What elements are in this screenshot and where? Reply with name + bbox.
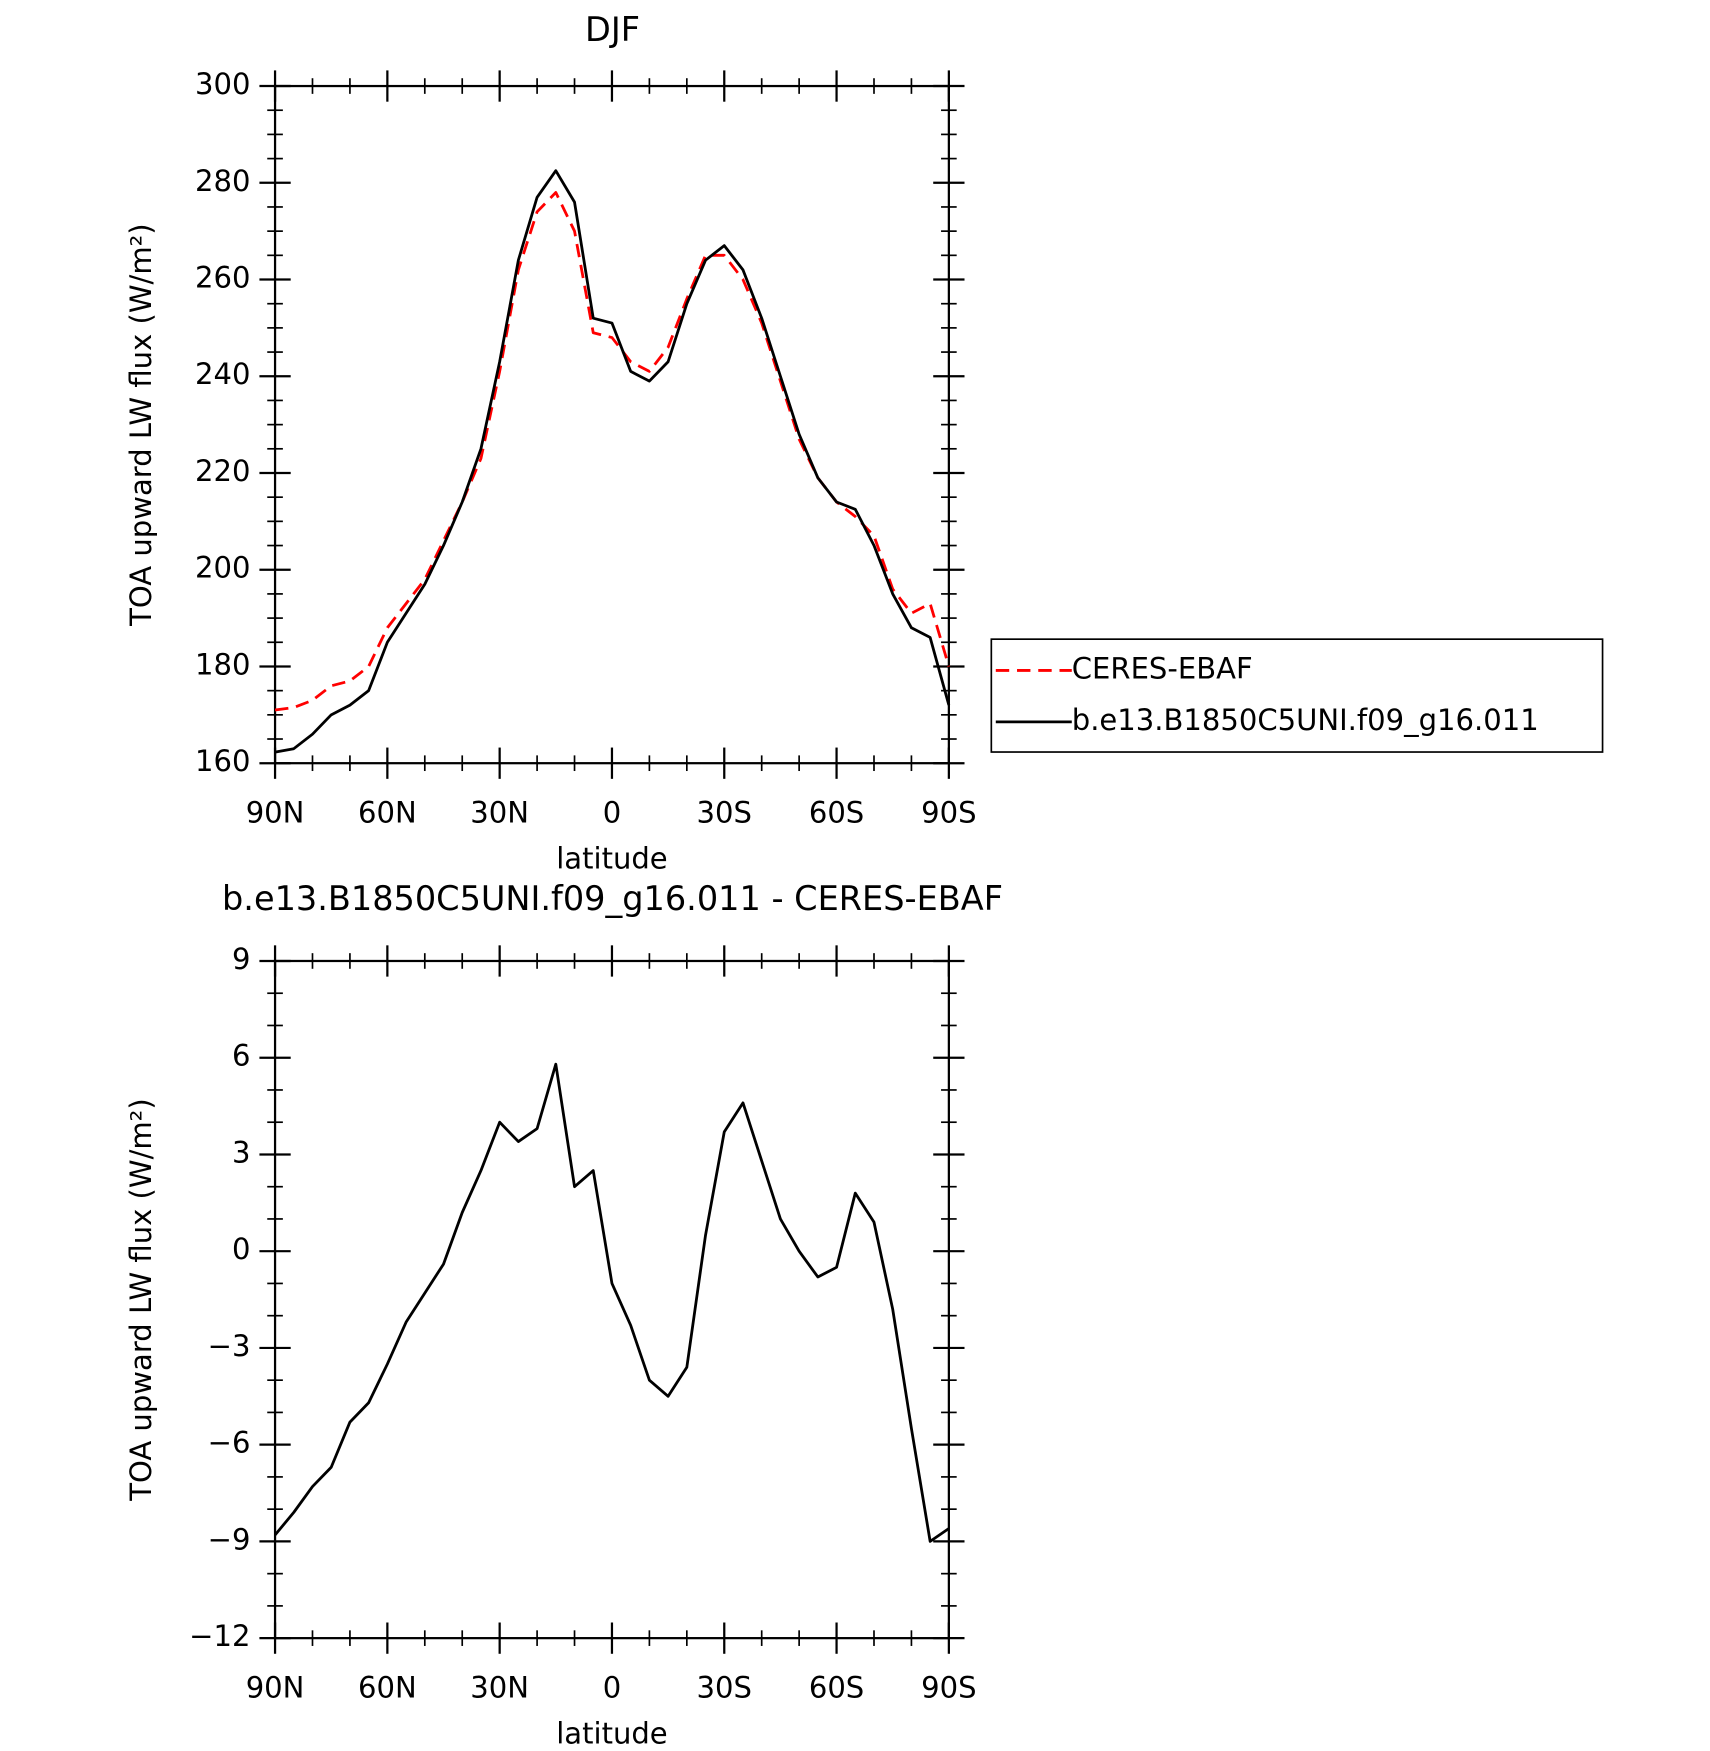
y-tick-label: 280 — [195, 164, 250, 198]
y-tick-label: 6 — [232, 1039, 250, 1073]
x-axis-label: latitude — [556, 1716, 667, 1750]
y-tick-label: 0 — [232, 1232, 250, 1266]
x-axis-label: latitude — [556, 841, 667, 875]
x-tick-label: 60S — [809, 796, 864, 830]
x-tick-label: 60S — [809, 1671, 864, 1705]
chart-title: DJF — [585, 10, 640, 49]
y-tick-label: −3 — [208, 1329, 251, 1363]
x-tick-label: 90S — [921, 1671, 976, 1705]
y-tick-label: 9 — [232, 942, 250, 976]
y-tick-label: 160 — [195, 744, 250, 778]
y-tick-label: 300 — [195, 67, 250, 101]
x-tick-label: 0 — [603, 796, 621, 830]
data-line — [274, 191, 951, 712]
x-tick-label: 0 — [603, 1671, 621, 1705]
x-tick-label: 30N — [470, 1671, 529, 1705]
y-axis-label: TOA upward LW flux (W/m²) — [124, 223, 158, 626]
x-tick-label: 60N — [358, 796, 417, 830]
data-line — [274, 169, 951, 754]
y-tick-label: −6 — [208, 1426, 251, 1460]
data-line — [273, 1062, 950, 1543]
y-tick-label: 180 — [195, 647, 250, 681]
legend-box — [990, 638, 1604, 753]
legend-label: b.e13.B1850C5UNI.f09_g16.011 — [1072, 703, 1539, 737]
y-tick-label: 3 — [232, 1135, 250, 1169]
x-tick-label: 30S — [697, 1671, 752, 1705]
y-axis-label: TOA upward LW flux (W/m²) — [124, 1098, 158, 1501]
chart-title: b.e13.B1850C5UNI.f09_g16.011 - CERES-EBA… — [222, 879, 1003, 918]
x-tick-label: 90S — [921, 796, 976, 830]
y-tick-label: −9 — [208, 1522, 251, 1556]
x-tick-label: 30N — [470, 796, 529, 830]
x-tick-label: 30S — [697, 796, 752, 830]
x-tick-label: 90N — [246, 1671, 305, 1705]
y-tick-label: −12 — [189, 1619, 250, 1653]
y-tick-label: 200 — [195, 551, 250, 585]
y-tick-label: 260 — [195, 261, 250, 295]
legend-label: CERES-EBAF — [1072, 651, 1253, 685]
x-tick-label: 90N — [246, 796, 305, 830]
x-tick-label: 60N — [358, 1671, 417, 1705]
y-tick-label: 240 — [195, 357, 250, 391]
plot-frame — [273, 959, 950, 1640]
y-tick-label: 220 — [195, 454, 250, 488]
plot-frame — [273, 84, 950, 765]
